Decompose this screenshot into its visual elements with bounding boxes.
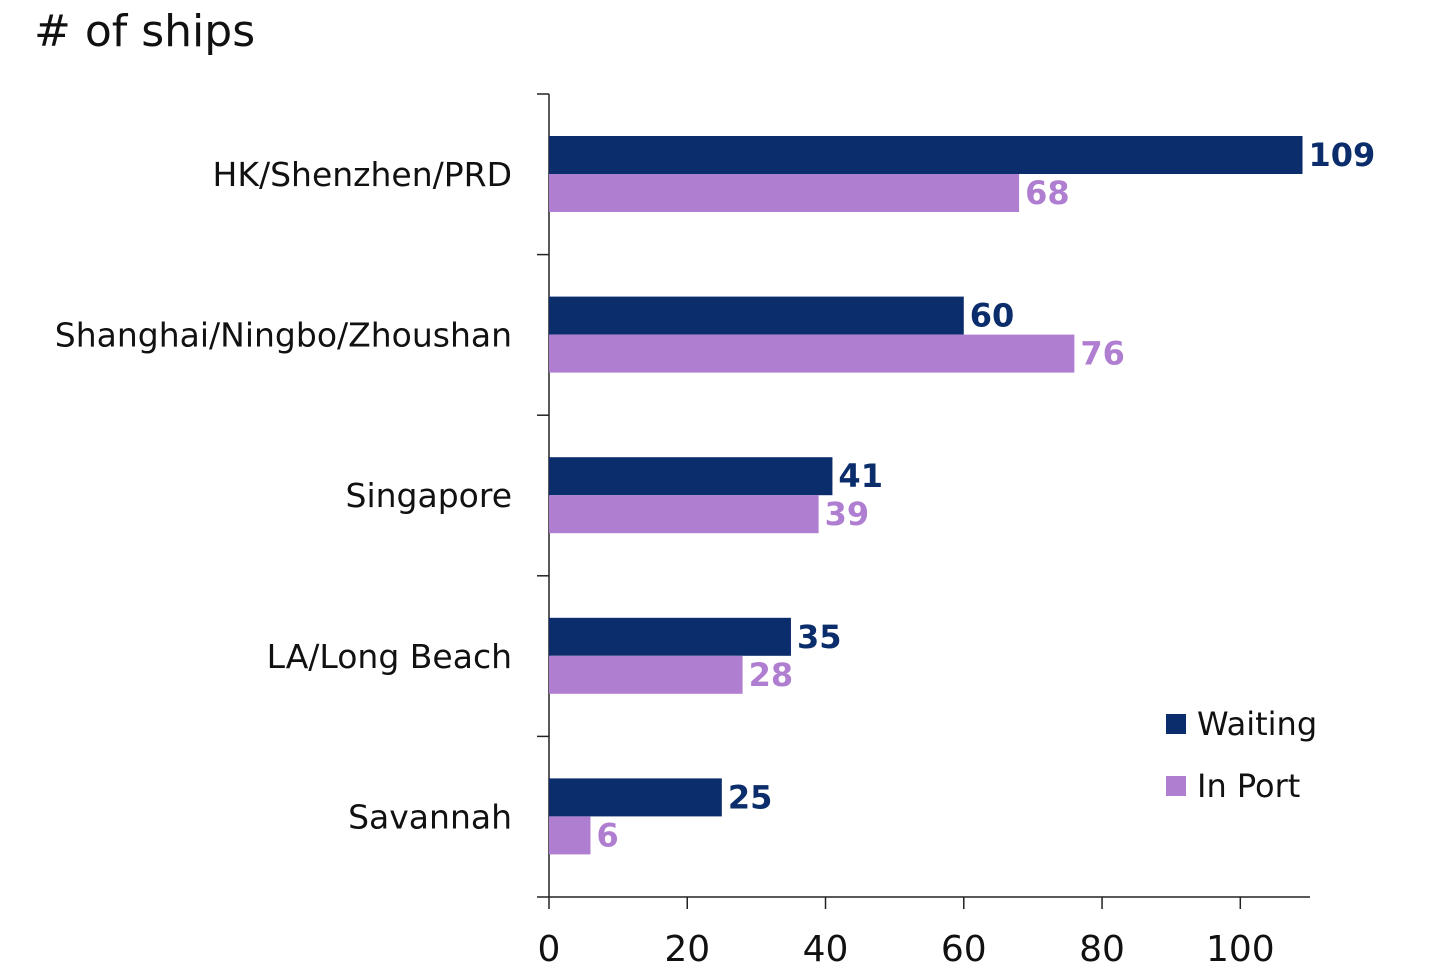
category-label-hk-shenzhen-prd: HK/Shenzhen/PRD bbox=[213, 155, 512, 194]
x-tick-label: 20 bbox=[664, 929, 710, 970]
category-label-savannah: Savannah bbox=[348, 797, 512, 836]
data-label-waiting-hk-shenzhen-prd: 109 bbox=[1309, 136, 1376, 174]
category-label-la-long-beach: LA/Long Beach bbox=[267, 637, 512, 676]
bar-waiting-savannah bbox=[549, 778, 722, 817]
bar-in-port-shanghai-ningbo-zhoushan bbox=[549, 334, 1075, 373]
bar-in-port-la-long-beach bbox=[549, 655, 743, 694]
category-label-shanghai-ningbo-zhoushan: Shanghai/Ningbo/Zhoushan bbox=[55, 316, 512, 355]
category-label-singapore: Singapore bbox=[346, 476, 512, 515]
bar-in-port-hk-shenzhen-prd bbox=[549, 174, 1020, 212]
chart-title: # of ships bbox=[34, 6, 256, 57]
x-tick-label: 0 bbox=[538, 929, 561, 970]
data-label-in-port-la-long-beach: 28 bbox=[749, 656, 794, 694]
data-label-waiting-singapore: 41 bbox=[838, 457, 883, 495]
bar-waiting-hk-shenzhen-prd bbox=[549, 136, 1303, 174]
bar-waiting-shanghai-ningbo-zhoushan bbox=[549, 296, 964, 335]
bar-waiting-la-long-beach bbox=[549, 617, 791, 656]
data-label-in-port-savannah: 6 bbox=[596, 816, 618, 854]
data-label-in-port-hk-shenzhen-prd: 68 bbox=[1025, 174, 1070, 212]
x-tick-label: 100 bbox=[1206, 929, 1275, 970]
data-label-waiting-la-long-beach: 35 bbox=[797, 618, 842, 656]
bar-waiting-singapore bbox=[549, 457, 833, 496]
x-tick-label: 60 bbox=[941, 929, 987, 970]
data-label-waiting-shanghai-ningbo-zhoushan: 60 bbox=[970, 297, 1015, 335]
bar-in-port-savannah bbox=[549, 816, 591, 855]
x-tick-label: 40 bbox=[803, 929, 849, 970]
data-label-in-port-singapore: 39 bbox=[825, 495, 870, 533]
legend-swatch-in-port bbox=[1166, 776, 1186, 796]
legend-label-waiting: Waiting bbox=[1197, 705, 1317, 743]
data-label-waiting-savannah: 25 bbox=[728, 778, 773, 816]
bar-in-port-singapore bbox=[549, 495, 819, 534]
legend-swatch-waiting bbox=[1166, 714, 1186, 734]
x-tick-label: 80 bbox=[1079, 929, 1125, 970]
data-label-in-port-shanghai-ningbo-zhoushan: 76 bbox=[1080, 335, 1125, 373]
legend-label-in-port: In Port bbox=[1197, 767, 1300, 805]
